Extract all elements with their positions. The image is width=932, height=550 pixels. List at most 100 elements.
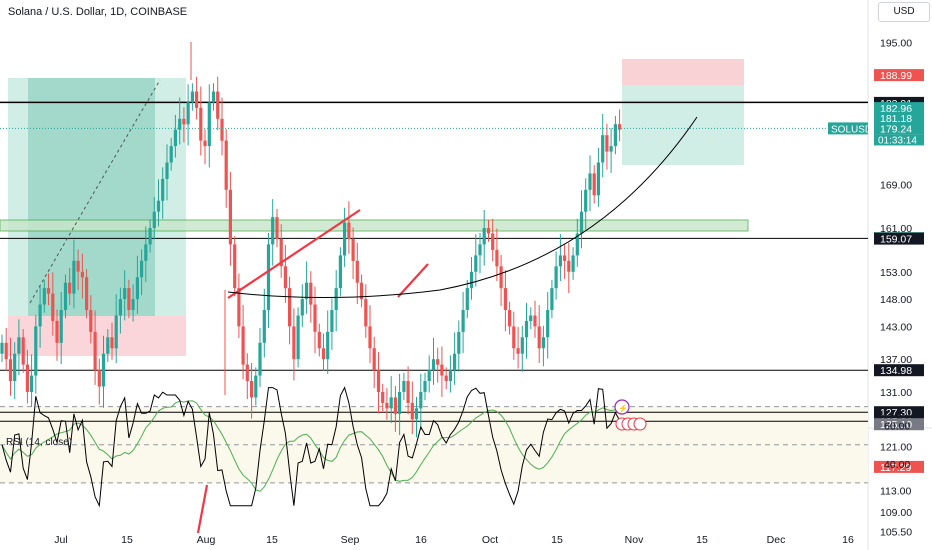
chart-title: Solana / U.S. Dollar, 1D, COINBASE [8, 6, 188, 18]
candle [440, 364, 444, 376]
candle [533, 315, 537, 327]
candle [414, 408, 419, 420]
candle [398, 392, 402, 414]
candle [63, 282, 68, 310]
candle [469, 271, 474, 289]
flash-icon [614, 399, 630, 415]
candle [512, 326, 516, 349]
candle [499, 266, 503, 289]
candle [220, 118, 224, 141]
candle [550, 288, 554, 310]
candle [427, 370, 431, 381]
y-tick-label: 109.00 [880, 507, 912, 519]
candle [592, 173, 596, 196]
rsi-tick-label: 60.00 [884, 421, 910, 433]
candle [351, 239, 355, 261]
x-tick-label: Sep [341, 534, 360, 546]
candle [233, 244, 237, 289]
candle [389, 397, 393, 409]
candle [465, 288, 469, 310]
candle [601, 135, 605, 163]
flash-icon-glyph: ⚡ [618, 403, 628, 413]
candle [579, 211, 584, 234]
candle [321, 348, 326, 360]
candle [486, 228, 491, 234]
y-tick-label: 148.00 [880, 294, 912, 306]
candle [250, 381, 254, 398]
y-tick-label: 195.00 [880, 37, 912, 49]
candle [211, 91, 216, 103]
candle [258, 342, 262, 376]
x-tick-label: 15 [696, 534, 708, 546]
candle [309, 282, 313, 305]
candle [355, 260, 359, 283]
candle [275, 217, 279, 239]
rsi-indicator-label[interactable]: RSI (14, close) [6, 437, 73, 448]
candle [59, 310, 63, 343]
candle [178, 118, 182, 130]
y-tick-label: 153.00 [880, 267, 912, 279]
candle [38, 304, 42, 327]
price-label-bg [874, 111, 924, 124]
candle [13, 353, 17, 381]
y-tick-label: 121.00 [880, 442, 912, 454]
candle [216, 91, 220, 119]
candle [135, 277, 139, 300]
x-tick-label: 16 [842, 534, 854, 546]
candle [34, 326, 38, 376]
candle [495, 249, 499, 267]
candle [237, 288, 241, 327]
candle [72, 260, 76, 294]
candle [101, 353, 106, 387]
candle [254, 375, 258, 398]
candle [182, 118, 186, 125]
trendline-red [227, 209, 361, 299]
candle [491, 233, 495, 250]
candle [46, 288, 51, 294]
candle [114, 315, 118, 349]
candle [618, 124, 622, 130]
candle [436, 359, 440, 365]
candle [21, 337, 25, 365]
candle [262, 310, 266, 343]
x-tick-label: 16 [415, 534, 427, 546]
candle [241, 326, 245, 365]
candle [156, 200, 161, 212]
candle [334, 288, 338, 310]
short-target-zone [622, 85, 744, 165]
candle [419, 392, 423, 409]
candle [279, 239, 283, 267]
candle [118, 299, 122, 316]
symbol-tag-bg [828, 122, 868, 135]
candle [563, 255, 567, 261]
currency-selector[interactable]: USD [878, 2, 930, 22]
candle [186, 102, 190, 125]
price-label: 161.00 [880, 223, 912, 235]
candle [123, 288, 127, 299]
y-tick-label: 105.50 [880, 526, 912, 538]
y-tick-label: 169.00 [880, 179, 912, 191]
candle [376, 370, 381, 392]
candle [25, 364, 29, 392]
candle [410, 402, 414, 420]
countdown-label: 01:33:14 [878, 135, 917, 146]
price-label-bg [874, 364, 924, 377]
candle [89, 310, 93, 332]
y-tick-label: 113.00 [880, 485, 911, 497]
candle [300, 299, 304, 316]
candle [364, 299, 368, 327]
candle [42, 288, 46, 305]
candle [330, 310, 334, 332]
y-tick-label: 137.00 [880, 354, 912, 366]
candle [326, 331, 330, 360]
candle [406, 381, 410, 403]
candle [228, 189, 232, 245]
candle [317, 331, 321, 349]
x-tick-label: Jul [54, 534, 67, 546]
candle [613, 124, 617, 147]
candle [372, 348, 376, 371]
candle [4, 342, 8, 360]
candle [431, 359, 436, 371]
candle [546, 310, 550, 338]
